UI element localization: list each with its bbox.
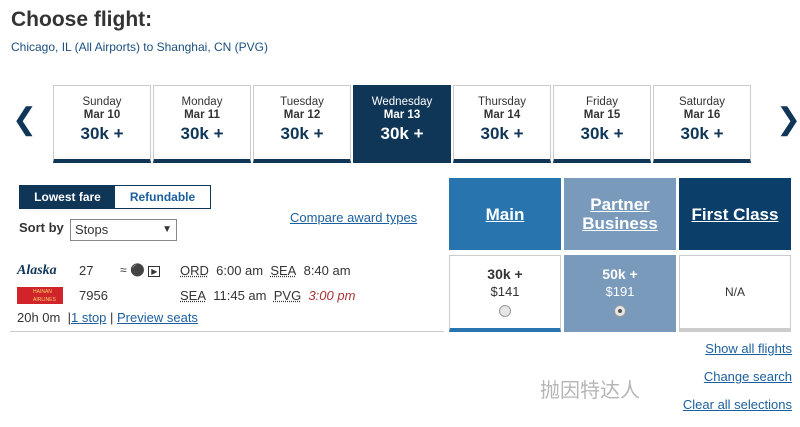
date-date: Mar 15: [583, 109, 621, 121]
origin-code[interactable]: ORD: [180, 263, 209, 278]
date-day: Thursday: [478, 96, 526, 108]
preview-seats-link[interactable]: Preview seats: [117, 310, 198, 325]
date-day: Tuesday: [280, 96, 324, 108]
fare-points: 50k +: [602, 266, 638, 282]
fare-cell-main[interactable]: 30k + $141: [449, 255, 561, 332]
date-price: 30k +: [180, 124, 224, 143]
fare-cell-partner-business[interactable]: 50k + $191: [564, 255, 676, 332]
fare-header-first-class[interactable]: First Class: [679, 178, 791, 250]
date-card[interactable]: Tuesday Mar 12 30k +: [253, 85, 351, 163]
date-card[interactable]: Saturday Mar 16 30k +: [653, 85, 751, 163]
date-day: Friday: [586, 96, 618, 108]
date-date: Mar 12: [283, 109, 321, 121]
fare-cell-first-class: N/A: [679, 255, 791, 332]
date-price: 30k +: [680, 124, 724, 143]
date-day: Saturday: [678, 96, 726, 108]
date-day: Wednesday: [371, 96, 433, 108]
page-title: Choose flight:: [11, 8, 153, 31]
date-date: Mar 16: [683, 109, 721, 121]
clear-all-selections-link[interactable]: Clear all selections: [682, 397, 792, 412]
departure-time: 6:00 am: [216, 263, 264, 278]
fare-cash: $191: [605, 284, 635, 299]
date-card[interactable]: Friday Mar 15 30k +: [553, 85, 651, 163]
date-date: Mar 11: [184, 109, 220, 121]
date-card[interactable]: Thursday Mar 14 30k +: [453, 85, 551, 163]
not-available-text: N/A: [724, 285, 745, 299]
video-icon: ▶: [148, 266, 161, 277]
change-search-link[interactable]: Change search: [703, 369, 792, 384]
date-date: Mar 13: [383, 109, 421, 121]
flight-number: 27: [79, 263, 94, 278]
fare-points: 30k +: [487, 266, 523, 282]
origin-code[interactable]: SEA: [180, 288, 207, 303]
arrival-time-next-day: 3:00 pm: [308, 288, 356, 303]
prev-dates-chevron-left-icon[interactable]: ❮: [12, 103, 38, 136]
lowest-fare-tab[interactable]: Lowest fare: [20, 186, 115, 208]
date-day: Sunday: [82, 96, 122, 108]
alaska-logo: Alaska: [17, 263, 57, 278]
power-icon: ⚫: [129, 263, 145, 277]
next-dates-chevron-right-icon[interactable]: ❯: [776, 103, 800, 136]
date-date: Mar 14: [483, 109, 521, 121]
sort-label: Sort by: [19, 220, 64, 235]
fare-radio[interactable]: [499, 305, 511, 317]
duration: 20h 0m: [17, 310, 61, 325]
date-date: Mar 10: [83, 109, 121, 121]
date-price: 30k +: [580, 124, 624, 143]
hainan-logo: HAINAN AIRLINES: [17, 287, 63, 304]
watermark: 抛因特达人: [540, 380, 640, 402]
dest-code[interactable]: SEA: [270, 263, 297, 278]
date-card[interactable]: Wednesday Mar 13 30k +: [353, 85, 451, 163]
arrival-time: 8:40 am: [303, 263, 351, 278]
sort-value: Stops: [75, 222, 109, 237]
dropdown-arrow-icon: ▼: [162, 224, 172, 235]
date-price: 30k +: [280, 124, 324, 143]
sort-select[interactable]: Stops ▼: [70, 219, 177, 241]
dest-code[interactable]: PVG: [273, 288, 302, 303]
amenity-icons: ≈ ⚫ ▶: [120, 263, 161, 277]
fare-header-main[interactable]: Main: [449, 178, 561, 250]
date-price: 30k +: [380, 124, 424, 143]
date-price: 30k +: [480, 124, 524, 143]
date-card[interactable]: Sunday Mar 10 30k +: [53, 85, 151, 163]
fare-cash: $141: [490, 284, 520, 299]
compare-award-types-link[interactable]: Compare award types: [290, 210, 418, 225]
date-card[interactable]: Monday Mar 11 30k +: [153, 85, 251, 163]
departure-time: 11:45 am: [213, 288, 267, 303]
show-all-flights-link[interactable]: Show all flights: [705, 341, 792, 356]
flight-number: 7956: [79, 288, 108, 303]
fare-toggle: Lowest fare Refundable: [19, 185, 211, 209]
route-subtitle: Chicago, IL (All Airports) to Shanghai, …: [11, 40, 268, 54]
fare-radio-selected[interactable]: [614, 305, 626, 317]
wifi-icon: ≈: [120, 263, 127, 277]
stops-link[interactable]: 1 stop: [70, 310, 107, 325]
refundable-tab[interactable]: Refundable: [129, 190, 196, 204]
date-price: 30k +: [80, 124, 124, 143]
divider: [10, 331, 444, 332]
fare-header-partner-business[interactable]: Partner Business: [564, 178, 676, 250]
date-day: Monday: [181, 96, 223, 108]
